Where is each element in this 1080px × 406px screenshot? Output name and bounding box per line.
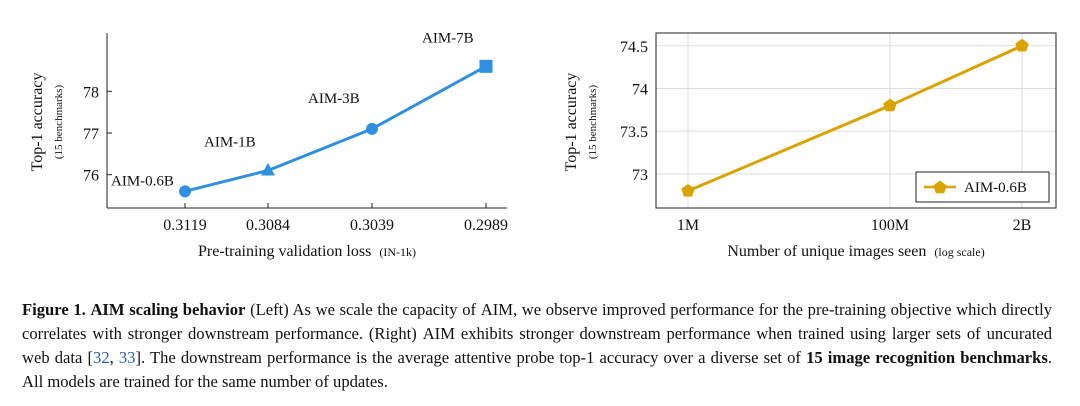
left-series-line bbox=[184, 65, 487, 193]
caption-text-5: ]. The downstream performance is the ave… bbox=[135, 348, 807, 367]
citation-link-33[interactable]: 33 bbox=[118, 348, 136, 367]
right-y-tick-label: 74.5 bbox=[620, 39, 648, 56]
right-x-tick-label: 2B bbox=[1013, 217, 1032, 234]
left-point-label: AIM-7B bbox=[422, 30, 474, 46]
left-point bbox=[366, 122, 378, 135]
right-legend: AIM-0.6B bbox=[915, 171, 1050, 203]
citation-link-32[interactable]: 32 bbox=[93, 348, 110, 367]
right-plot-frame bbox=[655, 32, 1057, 209]
right-chart: Top-1 accuracy (15 benchmarks) Number of… bbox=[563, 32, 1057, 260]
left-y-label: Top-1 accuracy bbox=[29, 73, 46, 172]
right-series-line bbox=[687, 44, 1023, 193]
right-y-label: Top-1 accuracy bbox=[563, 73, 580, 172]
caption-text-2: , we observe improved performance for th… bbox=[22, 300, 1052, 343]
caption-text-1: (Left) As we scale the capacity of bbox=[245, 300, 481, 319]
left-y-tick-label: 76 bbox=[83, 168, 99, 185]
caption-bold-benchmarks: 15 image recognition benchmarks bbox=[806, 348, 1048, 367]
left-chart: Top-1 accuracy (15 benchmarks) Pre-train… bbox=[29, 30, 508, 260]
left-x-tick-label: 0.3039 bbox=[350, 217, 394, 234]
right-point bbox=[883, 98, 897, 112]
caption-text-3: exhibits stronger downstream performance… bbox=[22, 324, 1052, 367]
left-x-tick-label: 0.2989 bbox=[464, 217, 508, 234]
left-ticks: 76 77 78 0.3119 0.3084 0.3039 0.2989 bbox=[83, 84, 508, 234]
legend-label: AIM-0.6B bbox=[964, 180, 1027, 196]
left-x-label: Pre-training validation loss (IN-1k) bbox=[198, 243, 416, 260]
right-y-tick-label: 73 bbox=[632, 167, 648, 184]
caption-title-rest: scaling behavior bbox=[129, 300, 246, 319]
caption-aim-2: AIM bbox=[422, 324, 455, 343]
left-point bbox=[479, 59, 493, 73]
left-point bbox=[261, 163, 275, 176]
figure-charts: Top-1 accuracy (15 benchmarks) Pre-train… bbox=[29, 30, 1057, 260]
right-point bbox=[681, 183, 695, 197]
caption-text-6: . All models are trained for the same nu… bbox=[22, 348, 1052, 391]
left-y-tick-label: 77 bbox=[83, 126, 99, 143]
right-point bbox=[1015, 38, 1029, 52]
figure-caption: Figure 1. AIM scaling behavior (Left) As… bbox=[22, 298, 1052, 394]
right-y-tick-label: 74 bbox=[632, 81, 648, 98]
caption-aim-1: AIM bbox=[480, 300, 513, 319]
left-point-label: AIM-0.6B bbox=[111, 173, 174, 189]
right-x-tick-label: 100M bbox=[871, 217, 909, 234]
right-x-label: Number of unique images seen (log scale) bbox=[727, 243, 984, 260]
left-plot: AIM-0.6B AIM-1B AIM-3B AIM-7B bbox=[111, 30, 493, 198]
left-point-label: AIM-1B bbox=[204, 135, 256, 151]
right-plot bbox=[681, 38, 1029, 197]
right-ticks: 73 73.5 74 74.5 1M 100M 2B bbox=[620, 39, 1031, 234]
left-y-label-sub: (15 benchmarks) bbox=[53, 85, 65, 160]
left-x-tick-label: 0.3084 bbox=[246, 217, 290, 234]
caption-title-aim: AIM bbox=[90, 300, 125, 319]
caption-text-4: , bbox=[109, 348, 119, 367]
left-point-label: AIM-3B bbox=[308, 91, 360, 107]
left-point bbox=[179, 185, 191, 198]
left-y-tick-label: 78 bbox=[83, 84, 99, 101]
caption-fig-label: Figure 1. bbox=[22, 300, 86, 319]
right-x-tick-label: 1M bbox=[677, 217, 699, 234]
right-y-tick-label: 73.5 bbox=[620, 124, 648, 141]
right-y-label-sub: (15 benchmarks) bbox=[587, 85, 599, 160]
left-x-tick-label: 0.3119 bbox=[163, 217, 206, 234]
legend-pentagon-icon bbox=[933, 180, 947, 194]
right-grid bbox=[656, 33, 1056, 208]
